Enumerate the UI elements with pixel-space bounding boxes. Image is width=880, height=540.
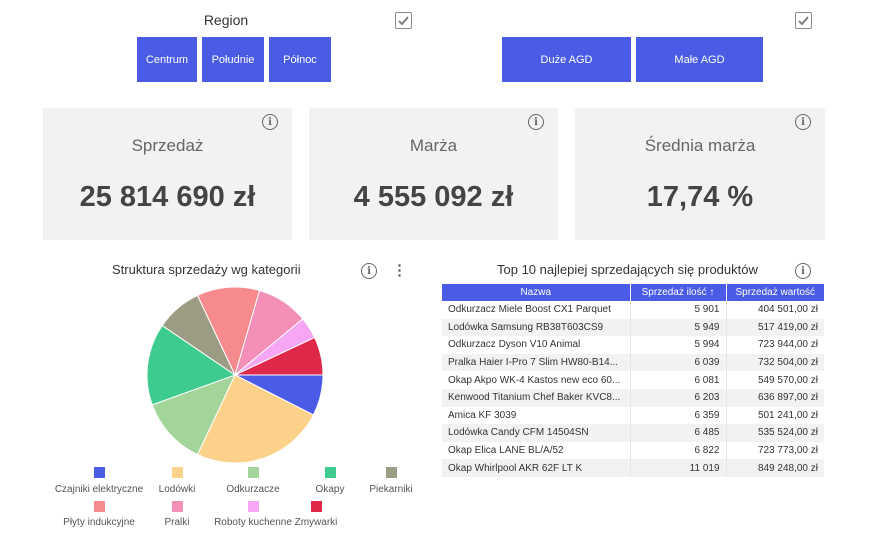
column-header-nazwa[interactable]: Nazwa — [442, 284, 631, 301]
pie-slice-3[interactable] — [146, 324, 237, 406]
table-row[interactable]: Kenwood Titanium Chef Baker KVC8... 6 203… — [442, 388, 824, 407]
info-icon[interactable]: i — [528, 114, 544, 130]
checkmark-icon — [798, 16, 809, 26]
column-header-label: Sprzedaż ilość — [641, 287, 707, 298]
pie-slice-2[interactable] — [151, 374, 236, 456]
cell-sprzedaz-ilosc: 11 019 — [630, 459, 727, 477]
table-row[interactable]: Lodówka Samsung RB38T603CS9 5 949 517 419,… — [442, 318, 824, 337]
cell-nazwa: Amica KF 3039 — [442, 406, 631, 425]
table-header-row: Nazwa Sprzedaż ilość ↑ Sprzedaż wartość — [442, 284, 824, 301]
info-icon[interactable]: i — [361, 263, 377, 279]
cell-sprzedaz-ilosc: 5 901 — [630, 301, 727, 319]
cell-nazwa: Odkurzacz Dyson V10 Animal — [442, 336, 631, 354]
cell-sprzedaz-ilosc: 5 994 — [630, 336, 727, 354]
cell-nazwa: Odkurzacz Miele Boost CX1 Parquet — [442, 301, 631, 319]
pie-slice-5[interactable] — [196, 286, 261, 377]
legend-label[interactable]: Lodówki — [158, 484, 196, 495]
kpi-value: 25 814 690 zł — [79, 181, 256, 213]
legend-swatch[interactable] — [311, 501, 322, 512]
legend-swatch[interactable] — [94, 467, 105, 478]
category-button-duze-agd[interactable]: Duże AGD — [502, 37, 631, 82]
cell-sprzedaz-wartosc: 723 944,00 zł — [757, 339, 818, 351]
legend-swatch[interactable] — [248, 467, 259, 478]
table-row[interactable]: Amica KF 3039 6 359 501 241,00 zł — [442, 406, 824, 425]
region-slicer-title: Region — [203, 12, 249, 28]
legend-label[interactable]: Okapy — [315, 484, 345, 495]
cell-sprzedaz-ilosc: 5 949 — [630, 318, 727, 337]
cell-sprzedaz-ilosc: 6 822 — [630, 441, 727, 460]
cell-nazwa: Pralka Haier I-Pro 7 Slim HW80-B14... — [442, 353, 631, 372]
cell-sprzedaz-ilosc: 6 203 — [630, 388, 727, 407]
cell-nazwa: Lodówka Samsung RB38T603CS9 — [442, 318, 631, 337]
cell-nazwa: Okap Whirlpool AKR 62F LT K — [442, 459, 631, 477]
cell-sprzedaz-wartosc: 535 524,00 zł — [726, 424, 824, 442]
kpi-card-marza: i Marża 4 555 092 zł — [309, 108, 558, 240]
legend-label[interactable]: Czajniki elektryczne — [54, 484, 144, 495]
kpi-value: 17,74 % — [646, 181, 754, 213]
cell-nazwa: Okap Akpo WK-4 Kastos new eco 60... — [442, 371, 631, 389]
table-row[interactable]: Okap Akpo WK-4 Kastos new eco 60... 6 081… — [442, 371, 824, 389]
legend-label[interactable]: Piekarniki — [369, 484, 413, 495]
legend-swatch[interactable] — [94, 501, 105, 512]
column-header-sprzedaz-wartosc[interactable]: Sprzedaż wartość — [726, 284, 824, 301]
cell-sprzedaz-wartosc: 732 504,00 zł — [726, 353, 824, 372]
info-icon[interactable]: i — [795, 114, 811, 130]
sort-ascending-icon: ↑ — [709, 287, 715, 298]
top-products-table: Nazwa Sprzedaż ilość ↑ Sprzedaż wartość … — [442, 284, 824, 477]
legend-label[interactable]: Pralki — [164, 517, 190, 528]
cell-sprzedaz-ilosc: 6 485 — [630, 424, 727, 442]
table-row[interactable]: Okap Elica LANE BL/A/52 6 822 723 773,00 z… — [442, 441, 824, 460]
kpi-label: Sprzedaż — [131, 136, 204, 155]
kpi-label: Średnia marża — [644, 136, 756, 155]
kpi-card-srednia-marza: i Średnia marża 17,74 % — [575, 108, 825, 240]
cell-sprzedaz-wartosc: 404 501,00 zł — [757, 304, 818, 316]
table-row[interactable]: Lodówka Candy CFM 14504SN 6 485 535 524,00… — [442, 424, 824, 442]
cell-sprzedaz-wartosc: 517 419,00 zł — [726, 318, 824, 337]
cell-sprzedaz-wartosc: 636 897,00 zł — [726, 388, 824, 407]
pie-chart-title: Struktura sprzedaży wg kategorii — [112, 262, 301, 277]
column-header-sprzedaz-ilosc[interactable]: Sprzedaż ilość ↑ — [630, 284, 727, 301]
legend-swatch[interactable] — [386, 467, 397, 478]
region-button-centrum[interactable]: Centrum — [137, 37, 197, 82]
table-title: Top 10 najlepiej sprzedających się produ… — [497, 262, 758, 277]
cell-sprzedaz-wartosc: 849 248,00 zł — [726, 459, 824, 477]
table-row[interactable]: Pralka Haier I-Pro 7 Slim HW80-B14... 6 0… — [442, 353, 824, 372]
legend-swatch[interactable] — [248, 501, 259, 512]
cell-sprzedaz-wartosc: 501 241,00 zł — [757, 409, 818, 421]
pie-chart — [146, 286, 324, 464]
cell-nazwa: Kenwood Titanium Chef Baker KVC8... — [442, 388, 631, 407]
pie-slice-8[interactable] — [234, 336, 324, 376]
category-button-male-agd[interactable]: Małe AGD — [636, 37, 763, 82]
checkmark-icon — [398, 16, 409, 26]
pie-slice-1[interactable] — [196, 374, 315, 464]
legend-label[interactable]: Roboty kuchenne — [214, 517, 292, 528]
cell-sprzedaz-ilosc: 6 039 — [630, 353, 727, 372]
info-icon[interactable]: i — [262, 114, 278, 130]
table-row[interactable]: Odkurzacz Dyson V10 Animal 5 994 723 944,0… — [442, 336, 824, 354]
region-select-all-checkbox[interactable] — [395, 12, 412, 29]
cell-sprzedaz-wartosc: 549 570,00 zł — [757, 374, 818, 386]
legend-swatch[interactable] — [172, 501, 183, 512]
kpi-label: Marża — [409, 136, 458, 155]
cell-sprzedaz-wartosc: 723 773,00 zł — [757, 445, 818, 457]
legend-swatch[interactable] — [325, 467, 336, 478]
legend-label[interactable]: Odkurzacze — [226, 484, 280, 495]
more-options-icon[interactable]: ⋮ — [392, 262, 407, 279]
table-row[interactable]: Okap Whirlpool AKR 62F LT K 11 019 849 248… — [442, 459, 824, 477]
region-button-polnoc[interactable]: Północ — [269, 37, 331, 82]
cell-sprzedaz-ilosc: 6 081 — [630, 371, 727, 389]
kpi-card-sprzedaz: i Sprzedaż 25 814 690 zł — [43, 108, 292, 240]
info-icon[interactable]: i — [795, 263, 811, 279]
region-button-poludnie[interactable]: Południe — [202, 37, 264, 82]
legend-swatch[interactable] — [172, 467, 183, 478]
legend-label[interactable]: Zmywarki — [294, 517, 338, 528]
cell-nazwa: Lodówka Candy CFM 14504SN — [442, 424, 631, 442]
kpi-value: 4 555 092 zł — [353, 181, 514, 213]
cell-sprzedaz-ilosc: 6 359 — [630, 406, 727, 425]
cell-nazwa: Okap Elica LANE BL/A/52 — [442, 441, 631, 460]
table-row[interactable]: Odkurzacz Miele Boost CX1 Parquet 5 901 40… — [442, 301, 824, 319]
category-select-all-checkbox[interactable] — [795, 12, 812, 29]
legend-label[interactable]: Płyty indukcyjne — [63, 517, 135, 528]
